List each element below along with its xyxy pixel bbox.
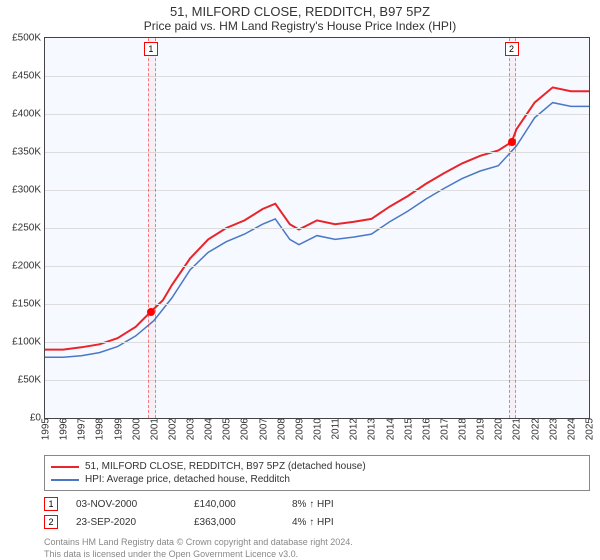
y-axis-label: £150K bbox=[12, 299, 45, 310]
legend-label: 51, MILFORD CLOSE, REDDITCH, B97 5PZ (de… bbox=[85, 461, 366, 472]
x-axis-label: 2011 bbox=[329, 418, 342, 440]
y-axis-label: £250K bbox=[12, 223, 45, 234]
x-axis-label: 2003 bbox=[184, 418, 197, 440]
gridline bbox=[45, 304, 589, 305]
sale-band bbox=[509, 38, 516, 418]
x-axis-label: 2018 bbox=[456, 418, 469, 440]
x-axis-label: 1999 bbox=[111, 418, 124, 440]
sale-date: 03-NOV-2000 bbox=[76, 499, 176, 510]
x-axis-label: 2000 bbox=[129, 418, 142, 440]
sale-row: 1 03-NOV-2000 £140,000 8% ↑ HPI bbox=[44, 495, 590, 513]
gridline bbox=[45, 380, 589, 381]
sale-dot-icon bbox=[147, 308, 155, 316]
gridline bbox=[45, 152, 589, 153]
x-axis-label: 2025 bbox=[583, 418, 596, 440]
legend-swatch-icon bbox=[51, 466, 79, 468]
x-axis-label: 2016 bbox=[419, 418, 432, 440]
x-axis-label: 1995 bbox=[39, 418, 52, 440]
x-axis-label: 2012 bbox=[347, 418, 360, 440]
y-axis-label: £100K bbox=[12, 337, 45, 348]
x-axis-label: 2023 bbox=[546, 418, 559, 440]
gridline bbox=[45, 76, 589, 77]
gridline bbox=[45, 114, 589, 115]
x-axis-label: 2010 bbox=[311, 418, 324, 440]
x-axis-label: 2004 bbox=[202, 418, 215, 440]
footer-line: This data is licensed under the Open Gov… bbox=[44, 549, 590, 560]
sale-marker-box: 2 bbox=[505, 42, 519, 56]
y-axis-label: £450K bbox=[12, 71, 45, 82]
x-axis-label: 2024 bbox=[564, 418, 577, 440]
sale-price: £140,000 bbox=[194, 499, 274, 510]
x-axis-label: 2005 bbox=[220, 418, 233, 440]
x-axis-label: 2013 bbox=[365, 418, 378, 440]
x-axis-label: 2009 bbox=[292, 418, 305, 440]
x-axis-label: 2020 bbox=[492, 418, 505, 440]
sale-marker-box: 2 bbox=[44, 515, 58, 529]
x-axis-label: 2014 bbox=[383, 418, 396, 440]
sales-table: 1 03-NOV-2000 £140,000 8% ↑ HPI 2 23-SEP-2020… bbox=[44, 495, 590, 531]
gridline bbox=[45, 266, 589, 267]
y-axis-label: £350K bbox=[12, 147, 45, 158]
x-axis-label: 1998 bbox=[93, 418, 106, 440]
y-axis-label: £200K bbox=[12, 261, 45, 272]
x-axis-label: 2021 bbox=[510, 418, 523, 440]
sale-price: £363,000 bbox=[194, 517, 274, 528]
x-axis-label: 2015 bbox=[401, 418, 414, 440]
legend-swatch-icon bbox=[51, 479, 79, 481]
sale-row: 2 23-SEP-2020 £363,000 4% ↑ HPI bbox=[44, 513, 590, 531]
x-axis-label: 2006 bbox=[238, 418, 251, 440]
legend-row: HPI: Average price, detached house, Redd… bbox=[51, 473, 583, 486]
x-axis-label: 2019 bbox=[474, 418, 487, 440]
x-axis-label: 2008 bbox=[274, 418, 287, 440]
chart-area: £0£50K£100K£150K£200K£250K£300K£350K£400… bbox=[44, 37, 590, 419]
sale-delta: 8% ↑ HPI bbox=[292, 499, 334, 510]
x-axis-label: 2002 bbox=[165, 418, 178, 440]
sale-dot-icon bbox=[508, 138, 516, 146]
x-axis-label: 2007 bbox=[256, 418, 269, 440]
sale-delta: 4% ↑ HPI bbox=[292, 517, 334, 528]
x-axis-label: 1996 bbox=[57, 418, 70, 440]
x-axis-label: 2022 bbox=[528, 418, 541, 440]
gridline bbox=[45, 190, 589, 191]
legend-label: HPI: Average price, detached house, Redd… bbox=[85, 474, 290, 485]
x-axis-label: 2017 bbox=[437, 418, 450, 440]
page-title: 51, MILFORD CLOSE, REDDITCH, B97 5PZ bbox=[0, 0, 600, 19]
series-price_paid bbox=[45, 87, 589, 349]
legend-row: 51, MILFORD CLOSE, REDDITCH, B97 5PZ (de… bbox=[51, 460, 583, 473]
x-axis-label: 2001 bbox=[147, 418, 160, 440]
legend-box: 51, MILFORD CLOSE, REDDITCH, B97 5PZ (de… bbox=[44, 455, 590, 491]
page-subtitle: Price paid vs. HM Land Registry's House … bbox=[0, 19, 600, 37]
y-axis-label: £300K bbox=[12, 185, 45, 196]
y-axis-label: £400K bbox=[12, 109, 45, 120]
footer-attribution: Contains HM Land Registry data © Crown c… bbox=[44, 537, 590, 560]
sale-marker-box: 1 bbox=[44, 497, 58, 511]
gridline bbox=[45, 342, 589, 343]
gridline bbox=[45, 228, 589, 229]
footer-line: Contains HM Land Registry data © Crown c… bbox=[44, 537, 590, 549]
y-axis-label: £50K bbox=[18, 375, 45, 386]
y-axis-label: £500K bbox=[12, 33, 45, 44]
sale-date: 23-SEP-2020 bbox=[76, 517, 176, 528]
sale-band bbox=[148, 38, 155, 418]
sale-marker-box: 1 bbox=[144, 42, 158, 56]
x-axis-label: 1997 bbox=[75, 418, 88, 440]
